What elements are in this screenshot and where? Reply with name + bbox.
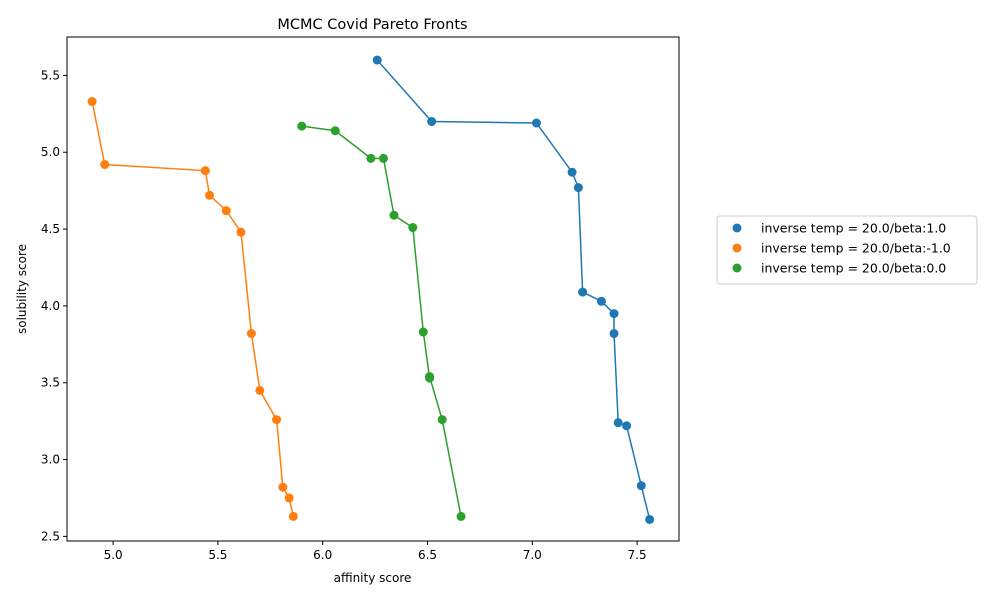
y-tick-label: 4.5 — [41, 222, 60, 236]
data-point — [284, 493, 294, 503]
data-point — [246, 329, 256, 339]
data-point — [330, 126, 340, 136]
x-axis: 5.0 5.5 6.0 6.5 7.0 7.5 — [104, 541, 647, 562]
x-tick-label: 5.0 — [104, 548, 123, 562]
y-tick-label: 4.0 — [41, 299, 60, 313]
data-point — [389, 210, 399, 220]
legend-label-1: inverse temp = 20.0/beta:-1.0 — [761, 241, 951, 256]
data-point — [87, 97, 97, 107]
data-point — [255, 385, 265, 395]
y-tick-label: 3.0 — [41, 453, 60, 467]
legend: inverse temp = 20.0/beta:1.0 inverse temp… — [716, 215, 978, 285]
plot-area — [87, 55, 655, 524]
data-point — [636, 481, 646, 491]
legend-marker-1 — [732, 243, 742, 253]
data-point — [645, 514, 655, 524]
data-point — [613, 418, 623, 428]
data-point — [573, 183, 583, 193]
y-tick-label: 5.0 — [41, 145, 60, 159]
y-axis-label: solubility score — [15, 244, 29, 334]
y-axis: 2.5 3.0 3.5 4.0 4.5 5.0 5.5 — [41, 68, 67, 543]
legend-label-2: inverse temp = 20.0/beta:0.0 — [761, 261, 946, 276]
x-tick-label: 5.5 — [208, 548, 227, 562]
x-tick-label: 6.0 — [313, 548, 332, 562]
legend-marker-2 — [732, 263, 742, 273]
legend-frame — [716, 215, 978, 285]
data-point — [288, 511, 298, 521]
data-point — [200, 166, 210, 176]
data-point — [278, 482, 288, 492]
series-line-1 — [91, 101, 295, 517]
data-point — [456, 511, 466, 521]
legend-label-0: inverse temp = 20.0/beta:1.0 — [761, 221, 946, 236]
y-tick-label: 2.5 — [41, 529, 60, 543]
legend-marker-0 — [732, 223, 742, 233]
data-point — [372, 55, 382, 65]
chart-title: MCMC Covid Pareto Fronts — [277, 17, 467, 33]
data-point — [596, 296, 606, 306]
data-point — [437, 415, 447, 425]
data-point — [609, 309, 619, 319]
data-point — [221, 206, 231, 216]
x-tick-label: 7.0 — [523, 548, 542, 562]
data-point — [425, 372, 435, 382]
data-point — [236, 227, 246, 237]
x-tick-label: 7.5 — [628, 548, 647, 562]
data-point — [366, 153, 376, 163]
data-point — [272, 415, 282, 425]
y-tick-label: 3.5 — [41, 376, 60, 390]
data-point — [622, 421, 632, 431]
data-point — [205, 190, 215, 200]
x-axis-label: affinity score — [334, 571, 412, 585]
data-point — [578, 287, 588, 297]
x-tick-label: 6.5 — [418, 548, 437, 562]
data-point — [531, 118, 541, 128]
data-point — [418, 327, 428, 337]
data-point — [100, 160, 110, 170]
data-point — [427, 117, 437, 127]
series-line-0 — [376, 59, 651, 520]
data-point — [297, 121, 307, 131]
data-point — [609, 329, 619, 339]
data-point — [567, 167, 577, 177]
data-point — [378, 153, 388, 163]
data-point — [408, 223, 418, 233]
y-tick-label: 5.5 — [41, 68, 60, 82]
series-line-2 — [301, 125, 462, 517]
axes-frame — [66, 36, 680, 542]
